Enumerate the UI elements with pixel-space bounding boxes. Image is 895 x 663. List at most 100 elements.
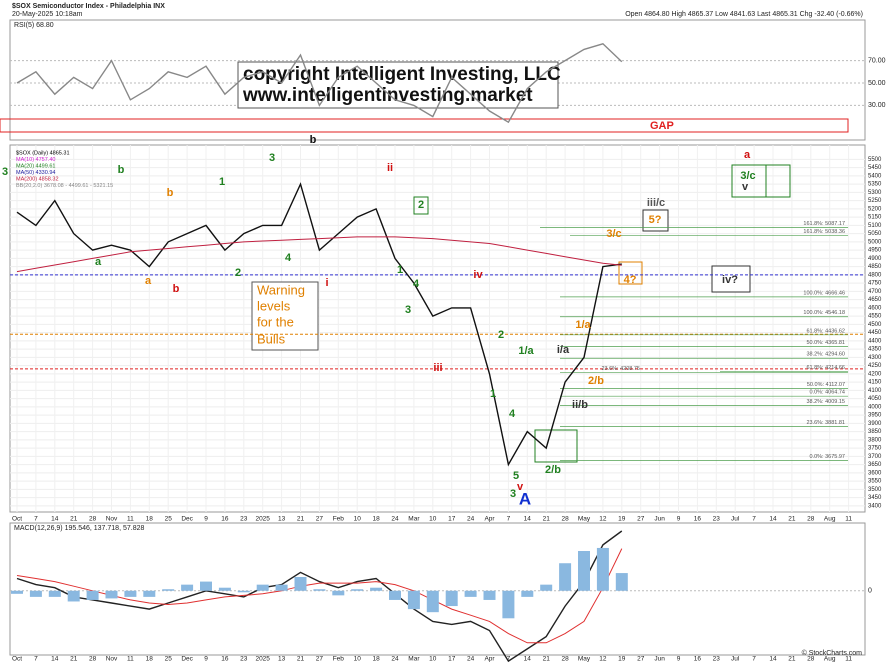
y-tick-label: 4550 [868,314,882,320]
y-tick-label: 0 [868,588,872,595]
x-tick-label: Aug [824,516,836,523]
wave-label: 2 [235,267,241,279]
credit: © StockCharts.com [802,649,863,657]
wave-label: 4 [509,408,516,420]
x-tick-label: 16 [694,516,702,523]
y-tick-label: 5500 [868,157,882,163]
wave-label: b [118,164,125,176]
wave-label: a [145,275,152,287]
legend-entry: MA(20) 4499.61 [16,163,55,169]
fib-label: 100.0%: 4546.18 [803,310,845,316]
x-tick-label: Jun [654,656,665,663]
box [618,261,643,285]
histogram-bar [332,590,345,596]
y-tick-label: 5000 [868,239,882,245]
histogram-bar [237,590,250,593]
x-tick-label: Aug [824,656,836,663]
histogram-bar [445,590,458,607]
wave-label: iv [473,269,483,281]
wave-label: iv? [722,274,738,286]
x-tick-label: 14 [769,656,777,663]
box [642,209,669,232]
wave-label: b [173,283,180,295]
y-tick-label: 4750 [868,281,882,287]
website: www.intelligentinvesting.market [242,85,533,106]
wave-label: b [167,187,174,199]
fib-label: 61.8%: 4436.62 [806,328,845,334]
x-tick-label: 19 [618,516,626,523]
wave-label: 2 [418,199,424,211]
histogram-bar [615,573,628,591]
legend-entry: MA(200) 4858.32 [16,176,59,182]
x-tick-label: 12 [599,516,607,523]
x-tick-label: 21 [297,656,305,663]
wave-label: 2/b [588,375,604,387]
wave-label: ii [387,162,393,174]
y-tick-label: 5250 [868,198,882,204]
y-tick-label: 3950 [868,413,882,419]
title: $SOX Semiconductor Index - Philadelphia … [12,3,165,10]
y-tick-label: 5350 [868,182,882,188]
y-tick-label: 5100 [868,223,882,229]
legend-entry: $SOX (Daily) 4865.31 [16,150,70,156]
histogram-bar [86,590,99,600]
price-panel [9,144,866,513]
histogram-bar [370,587,383,591]
histogram-bar [313,589,326,591]
x-tick-label: 17 [448,656,456,663]
x-tick-label: 13 [278,516,286,523]
y-tick-label: 3550 [868,479,882,485]
wave-label: i/a [557,344,570,356]
x-tick-label: 14 [51,656,59,663]
gap-label: GAP [650,120,674,132]
rsi-title: RSI(5) 68.80 [14,22,54,29]
y-tick-label: 3650 [868,462,882,468]
x-tick-label: 27 [316,516,324,523]
x-tick-label: 14 [524,516,532,523]
wave-label: 1/a [518,345,534,357]
histogram-bar [407,590,420,610]
histogram-bar [218,587,231,591]
wave-label: 3 [510,488,516,500]
x-tick-label: 27 [637,516,645,523]
series-line [16,548,623,644]
histogram-bar [521,590,534,597]
x-tick-label: Feb [333,656,345,663]
series-line [16,530,623,663]
wave-label: 5? [649,214,662,226]
x-tick-label: 9 [204,656,208,663]
x-tick-label: 28 [561,516,569,523]
fib-label: 61.8%: 4214.66 [806,365,845,371]
x-tick-label: 14 [524,656,532,663]
histogram-bar [596,547,609,591]
x-tick-label: 23 [713,656,721,663]
histogram-bar [162,589,175,591]
x-tick-label: Oct [12,656,22,663]
x-tick-label: 12 [599,656,607,663]
wave-label: 1/a [575,319,591,331]
histogram-bar [578,551,590,591]
fib-label: 38.2%: 4009.15 [806,399,845,405]
x-tick-label: Oct [12,516,22,523]
histogram-bar [200,581,212,591]
box [711,265,751,293]
macd-title: MACD(12,26,9) 195.546, 137.718, 57.828 [14,525,144,532]
x-tick-label: 10 [429,516,437,523]
fib-label: 161.8%: 5038.36 [803,229,845,235]
x-tick-label: 10 [429,656,437,663]
histogram-bar [48,590,61,597]
x-tick-label: 7 [507,656,511,663]
wave-label: 5 [513,470,519,482]
wave-label: 4 [285,252,292,264]
y-tick-label: 4500 [868,322,882,328]
x-tick-label: 11 [127,516,134,523]
fib-label: 0.0%: 3675.97 [810,454,845,460]
wave-label: 1 [490,388,496,400]
x-tick-label: 25 [165,516,173,523]
x-tick-label: 2025 [255,656,270,663]
histogram-bar [275,584,288,591]
histogram-bar [559,563,572,591]
x-tick-label: Apr [484,516,495,523]
x-tick-label: Dec [181,516,193,523]
